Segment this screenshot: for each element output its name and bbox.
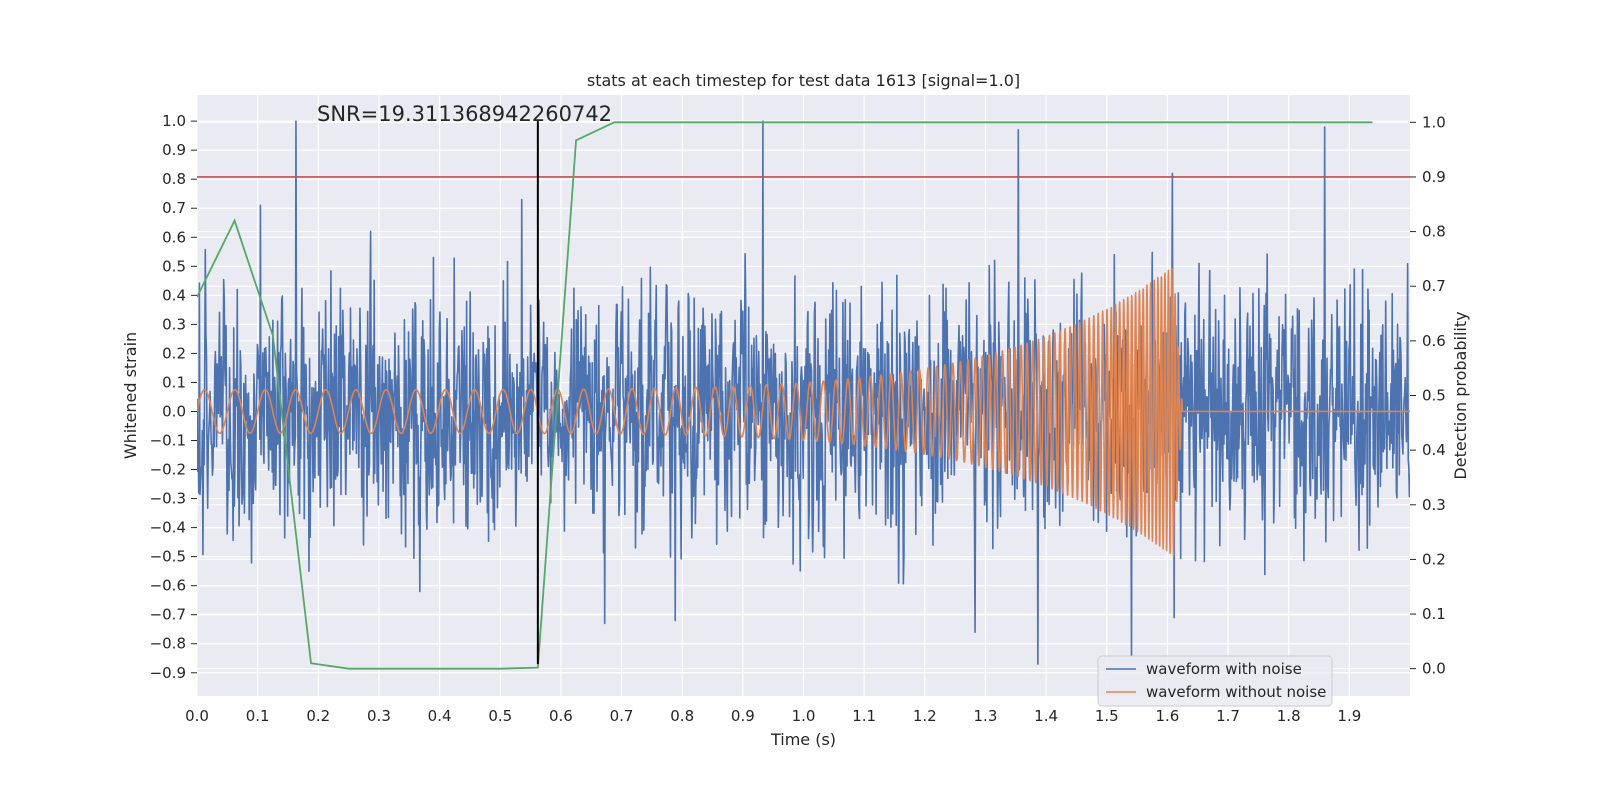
x-tick-label: 0.4: [428, 707, 452, 725]
x-tick-label: 1.0: [792, 707, 816, 725]
y-tick-label: 0.2: [162, 344, 186, 362]
y-tick-label: 1.0: [162, 112, 186, 130]
y-tick-label: −0.1: [150, 432, 186, 450]
right-axis-ticks: 1.0 0.9 0.8 0.7 0.6 0.5 0.4 0.3 0.2 0.1 0.0: [1410, 113, 1446, 678]
x-tick-label: 0.0: [185, 707, 209, 725]
right-tick-label: 0.1: [1422, 605, 1446, 623]
legend-label-waveform-with-noise: waveform with noise: [1146, 660, 1302, 678]
x-tick-label: 1.1: [852, 707, 876, 725]
x-tick-label: 0.2: [306, 707, 330, 725]
y-tick-label: 0.0: [162, 402, 186, 420]
x-tick-label: 1.4: [1034, 707, 1058, 725]
right-tick-label: 0.3: [1422, 496, 1446, 514]
y-axis-label: Whitened strain: [121, 332, 140, 459]
x-tick-label: 1.3: [974, 707, 998, 725]
y-tick-label: −0.2: [150, 461, 186, 479]
plot-content: [197, 120, 1410, 670]
x-tick-label: 0.1: [246, 707, 270, 725]
right-tick-label: 0.5: [1422, 387, 1446, 405]
y-tick-label: 0.5: [162, 257, 186, 275]
y-tick-label: −0.5: [150, 548, 186, 566]
chart-title: stats at each timestep for test data 161…: [587, 71, 1020, 90]
right-tick-label: 1.0: [1422, 113, 1446, 131]
x-tick-label: 0.3: [367, 707, 391, 725]
right-tick-label: 0.8: [1422, 223, 1446, 241]
series-line-waveform-without-noise: [197, 267, 1410, 558]
x-tick-label: 1.7: [1216, 707, 1240, 725]
x-axis-label: Time (s): [770, 730, 836, 749]
series-line-waveform-with-noise: [197, 120, 1410, 665]
right-axis-label: Detection probability: [1451, 311, 1470, 479]
x-tick-label: 0.9: [731, 707, 755, 725]
right-tick-label: 0.4: [1422, 441, 1446, 459]
y-tick-label: 0.6: [162, 228, 186, 246]
right-tick-label: 0.9: [1422, 168, 1446, 186]
x-tick-label: 1.8: [1277, 707, 1301, 725]
y-axis-ticks: 1.0 0.9 0.8 0.7 0.6 0.5 0.4 0.3 0.2 0.1 0.0 −0.1 −0.…: [150, 112, 197, 682]
legend-label-waveform-without-noise: waveform without noise: [1146, 683, 1326, 701]
y-tick-label: −0.6: [150, 577, 186, 595]
right-tick-label: 0.6: [1422, 332, 1446, 350]
x-tick-label: 1.9: [1337, 707, 1361, 725]
right-tick-label: 0.7: [1422, 277, 1446, 295]
y-tick-label: 0.9: [162, 141, 186, 159]
y-tick-label: −0.4: [150, 519, 186, 537]
legend: waveform with noise waveform without noi…: [1097, 655, 1333, 707]
y-tick-label: −0.3: [150, 490, 186, 508]
x-tick-label: 1.6: [1155, 707, 1179, 725]
y-tick-label: 0.8: [162, 170, 186, 188]
y-tick-label: 0.3: [162, 315, 186, 333]
right-tick-label: 0.0: [1422, 660, 1446, 678]
x-axis-ticks: 0.0 0.1 0.2 0.3 0.4 0.5 0.6 0.7 0.8 0.9 1.0 1.1 1.2 1…: [185, 707, 1361, 725]
x-tick-label: 1.5: [1095, 707, 1119, 725]
y-tick-label: 0.4: [162, 286, 186, 304]
x-tick-label: 0.7: [610, 707, 634, 725]
x-tick-label: 0.6: [549, 707, 573, 725]
x-tick-label: 0.5: [488, 707, 512, 725]
detection-probability-line: [197, 121, 1373, 670]
y-tick-label: 0.7: [162, 199, 186, 217]
legend-box: [1097, 655, 1333, 707]
y-tick-label: −0.8: [150, 635, 186, 653]
right-tick-label: 0.2: [1422, 550, 1446, 568]
snr-annotation: SNR=19.311368942260742: [317, 102, 612, 126]
y-tick-label: 0.1: [162, 373, 186, 391]
y-tick-label: −0.7: [150, 606, 186, 624]
x-tick-label: 0.8: [670, 707, 694, 725]
y-tick-label: −0.9: [150, 664, 186, 682]
x-tick-label: 1.2: [913, 707, 937, 725]
